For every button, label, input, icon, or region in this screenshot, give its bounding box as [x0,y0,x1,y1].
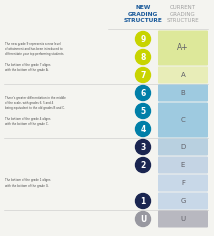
Circle shape [135,104,150,118]
FancyBboxPatch shape [158,174,208,191]
Text: 2: 2 [140,160,146,169]
Text: 7: 7 [140,71,146,80]
FancyBboxPatch shape [158,30,208,66]
FancyBboxPatch shape [158,193,208,210]
FancyBboxPatch shape [158,67,208,84]
Text: E: E [181,162,185,168]
FancyBboxPatch shape [158,102,208,138]
Text: The bottom of the grade 1 aligns
with the bottom of the grade G.: The bottom of the grade 1 aligns with th… [5,178,50,188]
Text: 1: 1 [140,197,146,206]
FancyBboxPatch shape [158,211,208,228]
Text: 3: 3 [140,143,146,152]
Circle shape [135,122,150,136]
Text: U: U [140,215,146,223]
Text: B: B [181,90,185,96]
Circle shape [135,194,150,208]
Text: G: G [180,198,186,204]
Text: The new grade 9 represents a new level
of attainment and has been introduced to
: The new grade 9 represents a new level o… [5,42,64,72]
Text: There's greater differentiation in the middle
of the scale, with grades 6, 5 and: There's greater differentiation in the m… [5,96,66,126]
Text: A: A [181,72,185,78]
Circle shape [135,157,150,173]
Circle shape [135,211,150,227]
Circle shape [135,139,150,155]
Circle shape [135,31,150,46]
Text: A+: A+ [177,43,189,52]
Text: 9: 9 [140,34,146,43]
Text: 6: 6 [140,88,146,97]
Text: CURRENT
GRADING
STRUCTURE: CURRENT GRADING STRUCTURE [167,5,199,23]
Text: F: F [181,180,185,186]
FancyBboxPatch shape [158,139,208,156]
FancyBboxPatch shape [158,156,208,173]
Circle shape [135,85,150,101]
Text: D: D [180,144,186,150]
FancyBboxPatch shape [158,84,208,101]
Text: U: U [180,216,186,222]
Circle shape [135,50,150,64]
Text: 4: 4 [140,125,146,134]
Circle shape [135,67,150,83]
Text: NEW
GRADING
STRUCTURE: NEW GRADING STRUCTURE [123,5,162,23]
Text: 8: 8 [140,52,146,62]
Text: C: C [181,117,185,123]
Text: 5: 5 [140,106,146,115]
